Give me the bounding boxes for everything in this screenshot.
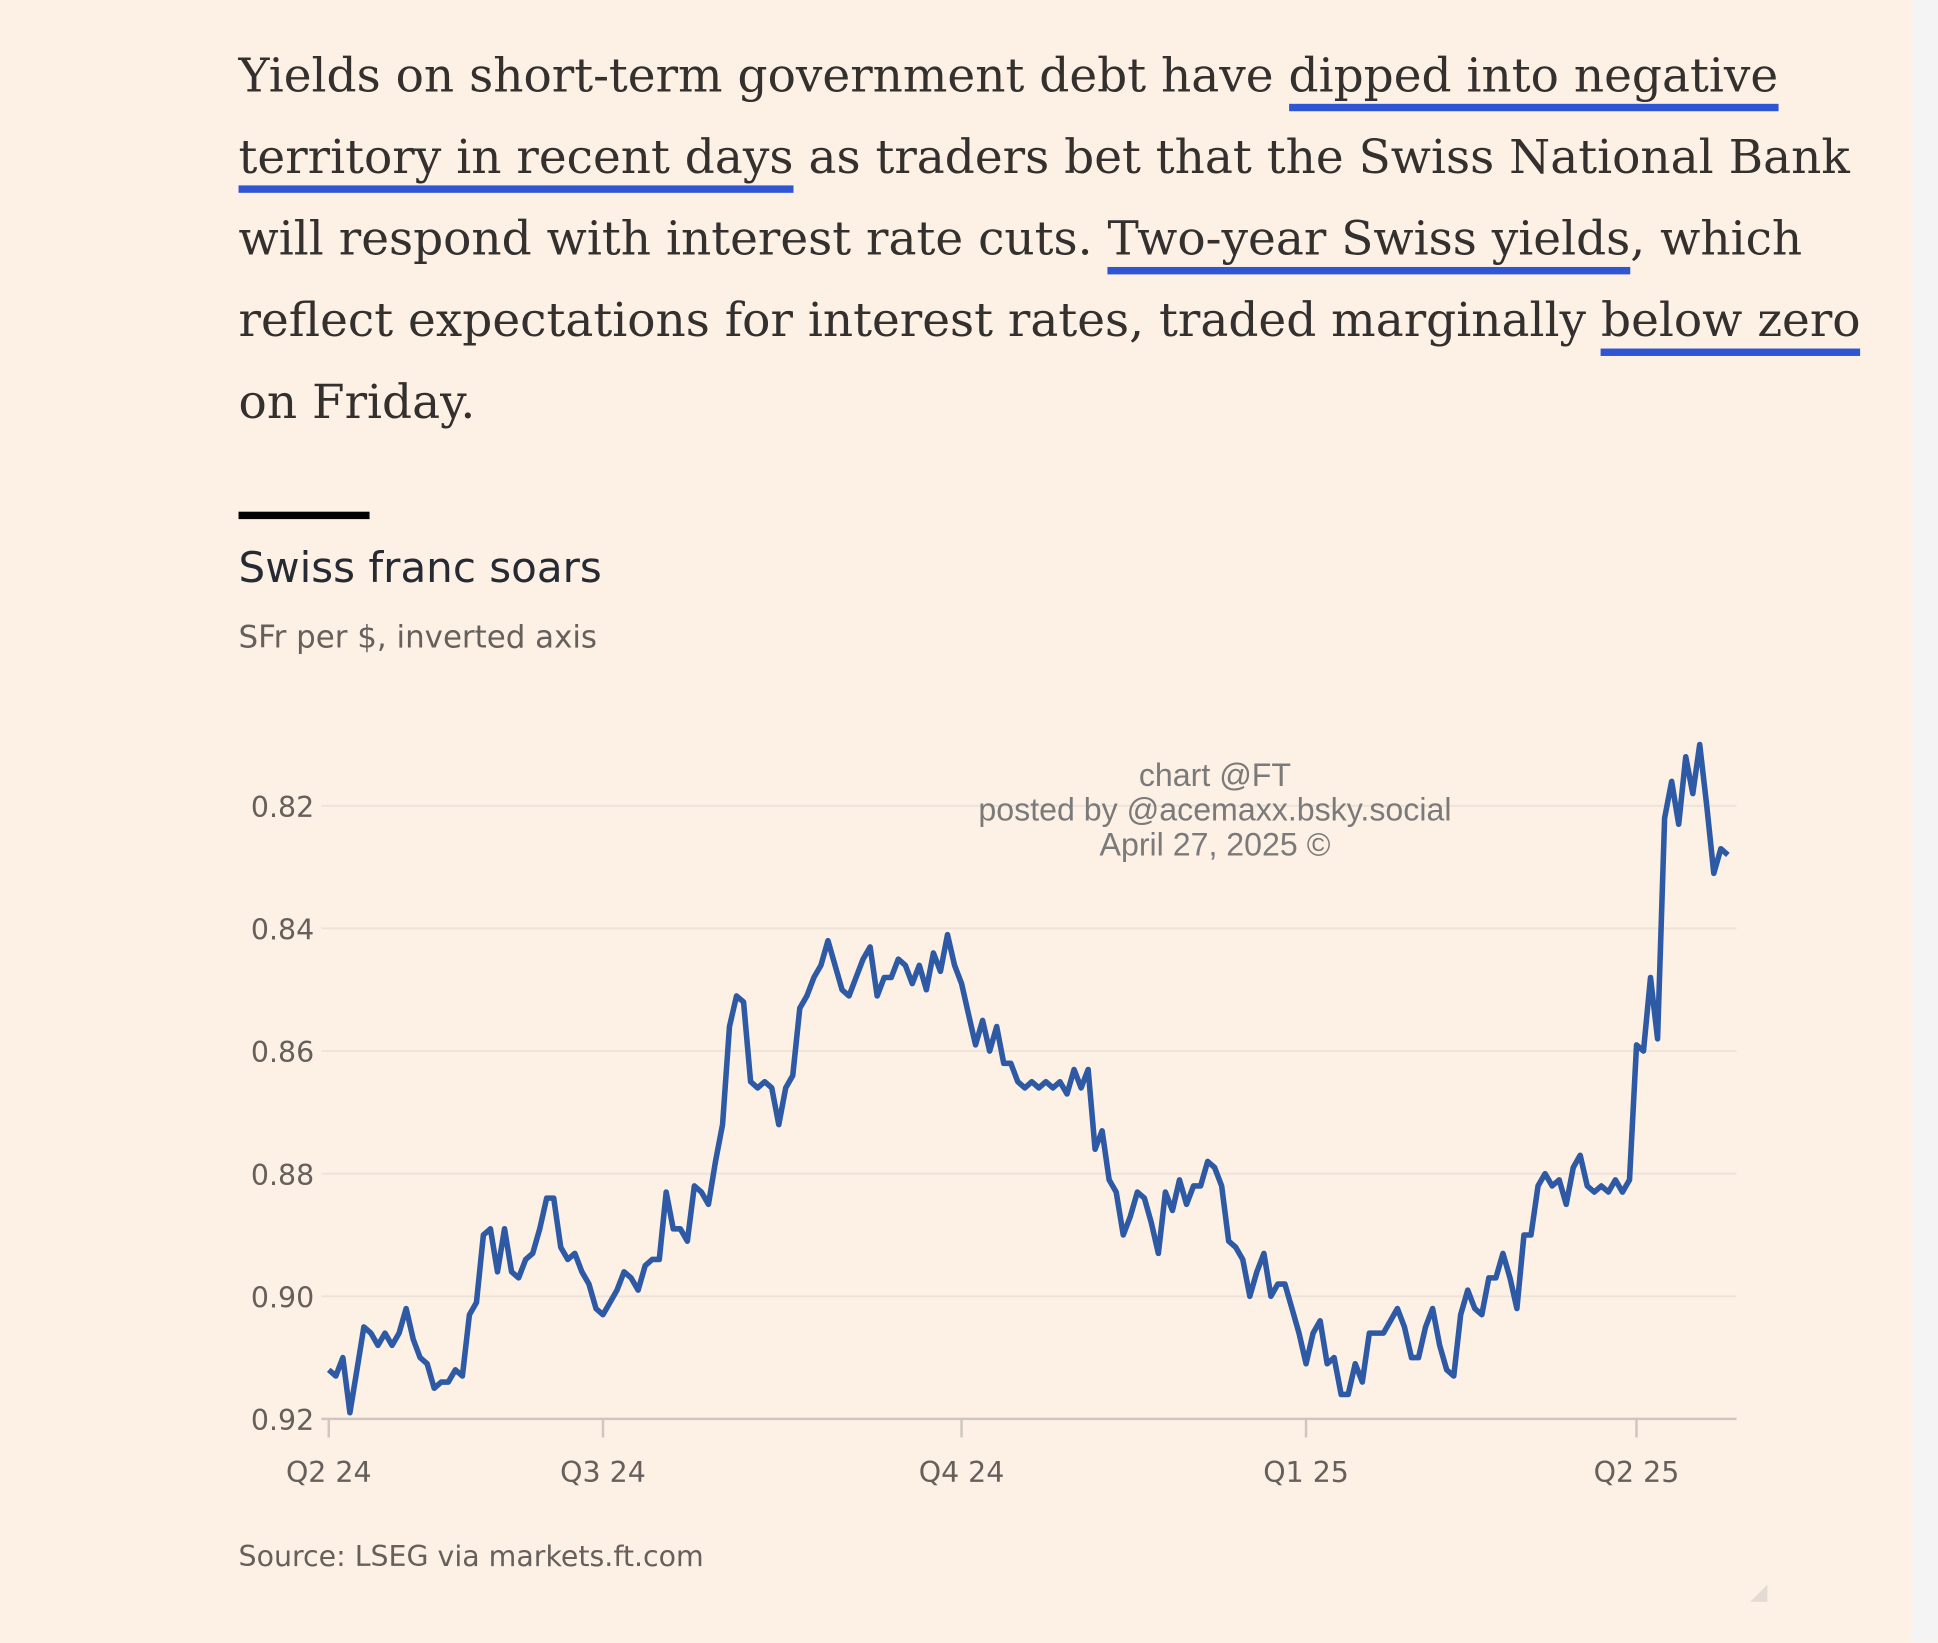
text: Yields on short-term government debt hav… — [238, 48, 1289, 103]
chart-subtitle: SFr per $, inverted axis — [239, 620, 597, 656]
x-tick-label: Q2 24 — [286, 1456, 372, 1489]
watermark: April 27, 2025 © — [1100, 826, 1331, 862]
scroll-edge — [1910, 0, 1938, 1643]
highlighted-text: territory in recent days — [238, 129, 794, 193]
highlighted-text: below zero — [1601, 292, 1861, 356]
text: reflect expectations for interest rates,… — [238, 292, 1602, 348]
text: as traders bet that the Swiss National B… — [793, 129, 1850, 185]
y-tick-label: 0.92 — [251, 1404, 314, 1437]
watermark: posted by @acemaxx.bsky.social — [978, 792, 1451, 828]
article-line: territory in recent days as traders bet … — [238, 116, 1861, 198]
text: , which — [1630, 211, 1803, 266]
y-tick-label: 0.90 — [251, 1281, 314, 1314]
y-tick-label: 0.84 — [251, 914, 314, 947]
highlighted-text: dipped into negative — [1288, 48, 1779, 112]
y-tick-label: 0.82 — [251, 791, 314, 824]
x-tick-label: Q4 24 — [919, 1456, 1005, 1489]
article-line: reflect expectations for interest rates,… — [239, 279, 1861, 361]
x-tick-label: Q3 24 — [560, 1456, 646, 1489]
article-line: Yields on short-term government debt hav… — [239, 35, 1861, 117]
text: will respond with interest rate cuts. — [238, 211, 1108, 266]
highlighted-text: Two-year Swiss yields — [1107, 211, 1631, 275]
chart-title: Swiss franc soars — [239, 543, 602, 592]
x-tick-label: Q2 25 — [1594, 1456, 1680, 1489]
title-rule — [238, 511, 370, 520]
x-tick-label: Q1 25 — [1263, 1456, 1349, 1489]
source: Source: LSEG via markets.ft.com — [239, 1540, 704, 1573]
y-tick-label: 0.88 — [251, 1159, 314, 1192]
article: Yields on short-term government debt hav… — [238, 35, 1861, 443]
resize-handle — [1750, 1584, 1768, 1602]
article-line: on Friday. — [239, 361, 1861, 443]
data-line — [326, 741, 1730, 1416]
y-tick-label: 0.86 — [251, 1036, 314, 1069]
article-line: will respond with interest rate cuts. Tw… — [239, 198, 1861, 280]
text: on Friday. — [238, 374, 476, 429]
watermark: chart @FT — [1139, 757, 1291, 793]
